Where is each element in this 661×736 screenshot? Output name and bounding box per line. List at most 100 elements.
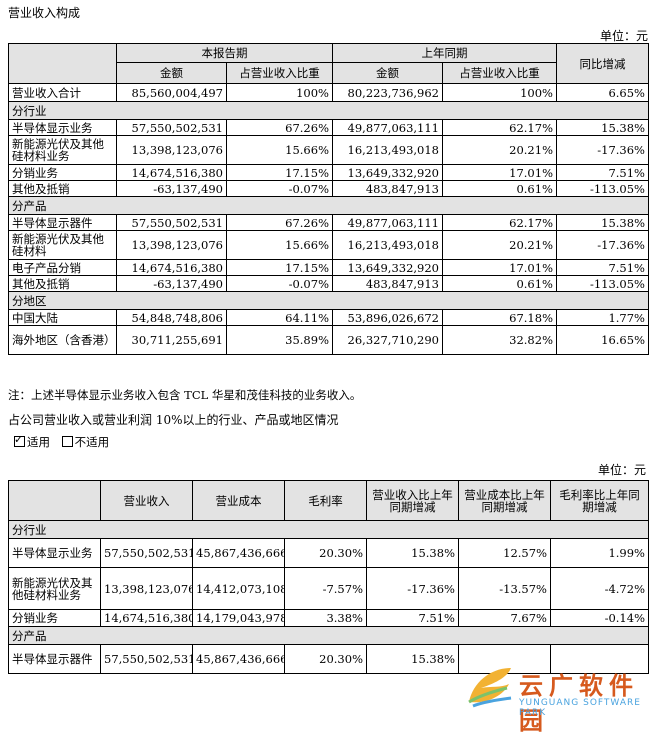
- cell-ratio: 17.15%: [226, 164, 333, 181]
- cell-pamt: 80,223,736,962: [332, 83, 443, 102]
- cell-chg: 6.65%: [556, 83, 649, 102]
- row-label: 其他及抵销: [8, 275, 117, 292]
- cell-chg: 1.77%: [556, 309, 649, 326]
- table-row: 新能源光伏及其他硅材料业务 13,398,123,076 15.66% 16,213,…: [8, 135, 649, 165]
- cell-ratio: 67.26%: [226, 119, 333, 136]
- cell-amt: 57,550,502,531: [116, 119, 227, 136]
- cell-mchg: [550, 644, 649, 674]
- cell-amt: -63,137,490: [116, 275, 227, 292]
- row-label: 分销业务: [8, 164, 117, 181]
- cell-pratio: 20.21%: [442, 230, 557, 260]
- cell-margin: 20.30%: [284, 644, 367, 674]
- cell-cchg: 7.67%: [458, 609, 551, 627]
- cell-mchg: -4.72%: [550, 567, 649, 610]
- header-current-period: 本报告期: [116, 43, 333, 63]
- table-row: 电子产品分销 14,674,516,380 17.15% 13,649,332,920…: [8, 259, 649, 276]
- cell-amt: 14,674,516,380: [116, 164, 227, 181]
- unit-label-2: 单位：元: [598, 463, 647, 477]
- header-amount: 金额: [116, 62, 227, 84]
- cell-margin: 3.38%: [284, 609, 367, 627]
- table-row: 分销业务 14,674,516,380 14,179,043,978 3.38% 7.5…: [8, 609, 649, 627]
- cell-chg: -17.36%: [556, 135, 649, 165]
- table-row: 半导体显示器件 57,550,502,531 67.26% 49,877,063,11…: [8, 214, 649, 231]
- section-row-product: 分产品: [8, 196, 649, 215]
- footnote: 注：上述半导体显示业务收入包含 TCL 华星和茂佳科技的业务收入。: [8, 388, 362, 402]
- section-row-region: 分地区: [8, 291, 649, 310]
- cell-margin: 20.30%: [284, 538, 367, 568]
- checkbox-not-applicable[interactable]: [61, 436, 73, 447]
- cell-rchg: -17.36%: [366, 567, 459, 610]
- cell-ratio: 67.26%: [226, 214, 333, 231]
- cell-pamt: 16,213,493,018: [332, 135, 443, 165]
- subtitle: 占公司营业收入或营业利润 10%以上的行业、产品或地区情况: [8, 413, 339, 427]
- cell-cost: 14,179,043,978: [192, 609, 285, 627]
- header-revenue-change: 营业收入比上年同期增减: [366, 480, 459, 521]
- cell-pratio: 32.82%: [442, 325, 557, 355]
- cell-pratio: 17.01%: [442, 259, 557, 276]
- cell-amt: 30,711,255,691: [116, 325, 227, 355]
- cell-pamt: 26,327,710,290: [332, 325, 443, 355]
- table-row: 新能源光伏及其他硅材料业务 13,398,123,076 14,412,073,10…: [8, 567, 649, 610]
- cell-ratio: -0.07%: [226, 275, 333, 292]
- cell-pamt: 16,213,493,018: [332, 230, 443, 260]
- table-row: 半导体显示业务 57,550,502,531 67.26% 49,877,063,11…: [8, 119, 649, 136]
- cell-pamt: 49,877,063,111: [332, 119, 443, 136]
- header-revenue: 营业收入: [100, 480, 193, 521]
- section-label: 分行业: [8, 520, 649, 539]
- cell-pratio: 0.61%: [442, 180, 557, 197]
- cell-rchg: 7.51%: [366, 609, 459, 627]
- cell-mchg: 1.99%: [550, 538, 649, 568]
- row-label: 中国大陆: [8, 309, 117, 326]
- cell-ratio: -0.07%: [226, 180, 333, 197]
- table-row: 分销业务 14,674,516,380 17.15% 13,649,332,920 17…: [8, 164, 649, 181]
- revenue-composition-table: 本报告期 上年同期 同比增减 金额 占营业收入比重 金额 占营业收入比重 营业收…: [8, 43, 649, 355]
- row-label: 其他及抵销: [8, 180, 117, 197]
- cell-amt: -63,137,490: [116, 180, 227, 197]
- cell-pratio: 62.17%: [442, 214, 557, 231]
- cell-rchg: 15.38%: [366, 644, 459, 674]
- cell-pratio: 0.61%: [442, 275, 557, 292]
- cell-chg: 7.51%: [556, 164, 649, 181]
- header-prior-amount: 金额: [332, 62, 443, 84]
- header-ratio: 占营业收入比重: [226, 62, 333, 84]
- cell-ratio: 100%: [226, 83, 333, 102]
- cell-ratio: 64.11%: [226, 309, 333, 326]
- header-cost-change: 营业成本比上年同期增减: [458, 480, 551, 521]
- cell-ratio: 35.89%: [226, 325, 333, 355]
- section-row-industry: 分行业: [8, 101, 649, 120]
- row-label: 半导体显示器件: [8, 644, 101, 674]
- cell-pratio: 62.17%: [442, 119, 557, 136]
- label-applicable: 适用: [27, 435, 50, 449]
- section-label: 分行业: [8, 101, 649, 120]
- row-label: 半导体显示器件: [8, 214, 117, 231]
- header-prior-period: 上年同期: [332, 43, 557, 63]
- row-label: 半导体显示业务: [8, 119, 117, 136]
- table-row: 营业收入合计 85,560,004,497 100% 80,223,736,962 10…: [8, 83, 649, 102]
- table-row: 其他及抵销 -63,137,490 -0.07% 483,847,913 0.61% -1…: [8, 180, 649, 197]
- cell-pratio: 100%: [442, 83, 557, 102]
- cell-chg: -17.36%: [556, 230, 649, 260]
- watermark: 云广软件园 YUNGUANG SOFTWARE PARK: [463, 660, 661, 735]
- cell-chg: 7.51%: [556, 259, 649, 276]
- cell-cchg: 12.57%: [458, 538, 551, 568]
- cell-ratio: 17.15%: [226, 259, 333, 276]
- cell-chg: 15.38%: [556, 214, 649, 231]
- table-row: 新能源光伏及其他硅材料 13,398,123,076 15.66% 16,213,49…: [8, 230, 649, 260]
- header-margin-change: 毛利率比上年同期增减: [550, 480, 649, 521]
- header-yoy-change: 同比增减: [556, 43, 649, 84]
- cell-cchg: -13.57%: [458, 567, 551, 610]
- cell-pratio: 17.01%: [442, 164, 557, 181]
- checkbox-applicable-checked[interactable]: [14, 433, 25, 447]
- cell-amt: 54,848,748,806: [116, 309, 227, 326]
- row-label: 电子产品分销: [8, 259, 117, 276]
- cell-rev: 14,674,516,380: [100, 609, 193, 627]
- table-row: 其他及抵销 -63,137,490 -0.07% 483,847,913 0.61% -1…: [8, 275, 649, 292]
- applicability-options: 适用 不适用: [14, 433, 109, 450]
- cell-pamt: 483,847,913: [332, 275, 443, 292]
- section-title: 营业收入构成: [8, 6, 81, 20]
- cell-chg: 15.38%: [556, 119, 649, 136]
- table-row: 海外地区（含香港） 30,711,255,691 35.89% 26,327,710,…: [8, 325, 649, 355]
- header-gross-margin: 毛利率: [284, 480, 367, 521]
- major-segments-table: 营业收入 营业成本 毛利率 营业收入比上年同期增减 营业成本比上年同期增减 毛利…: [8, 480, 649, 674]
- header-blank-2: [8, 480, 101, 521]
